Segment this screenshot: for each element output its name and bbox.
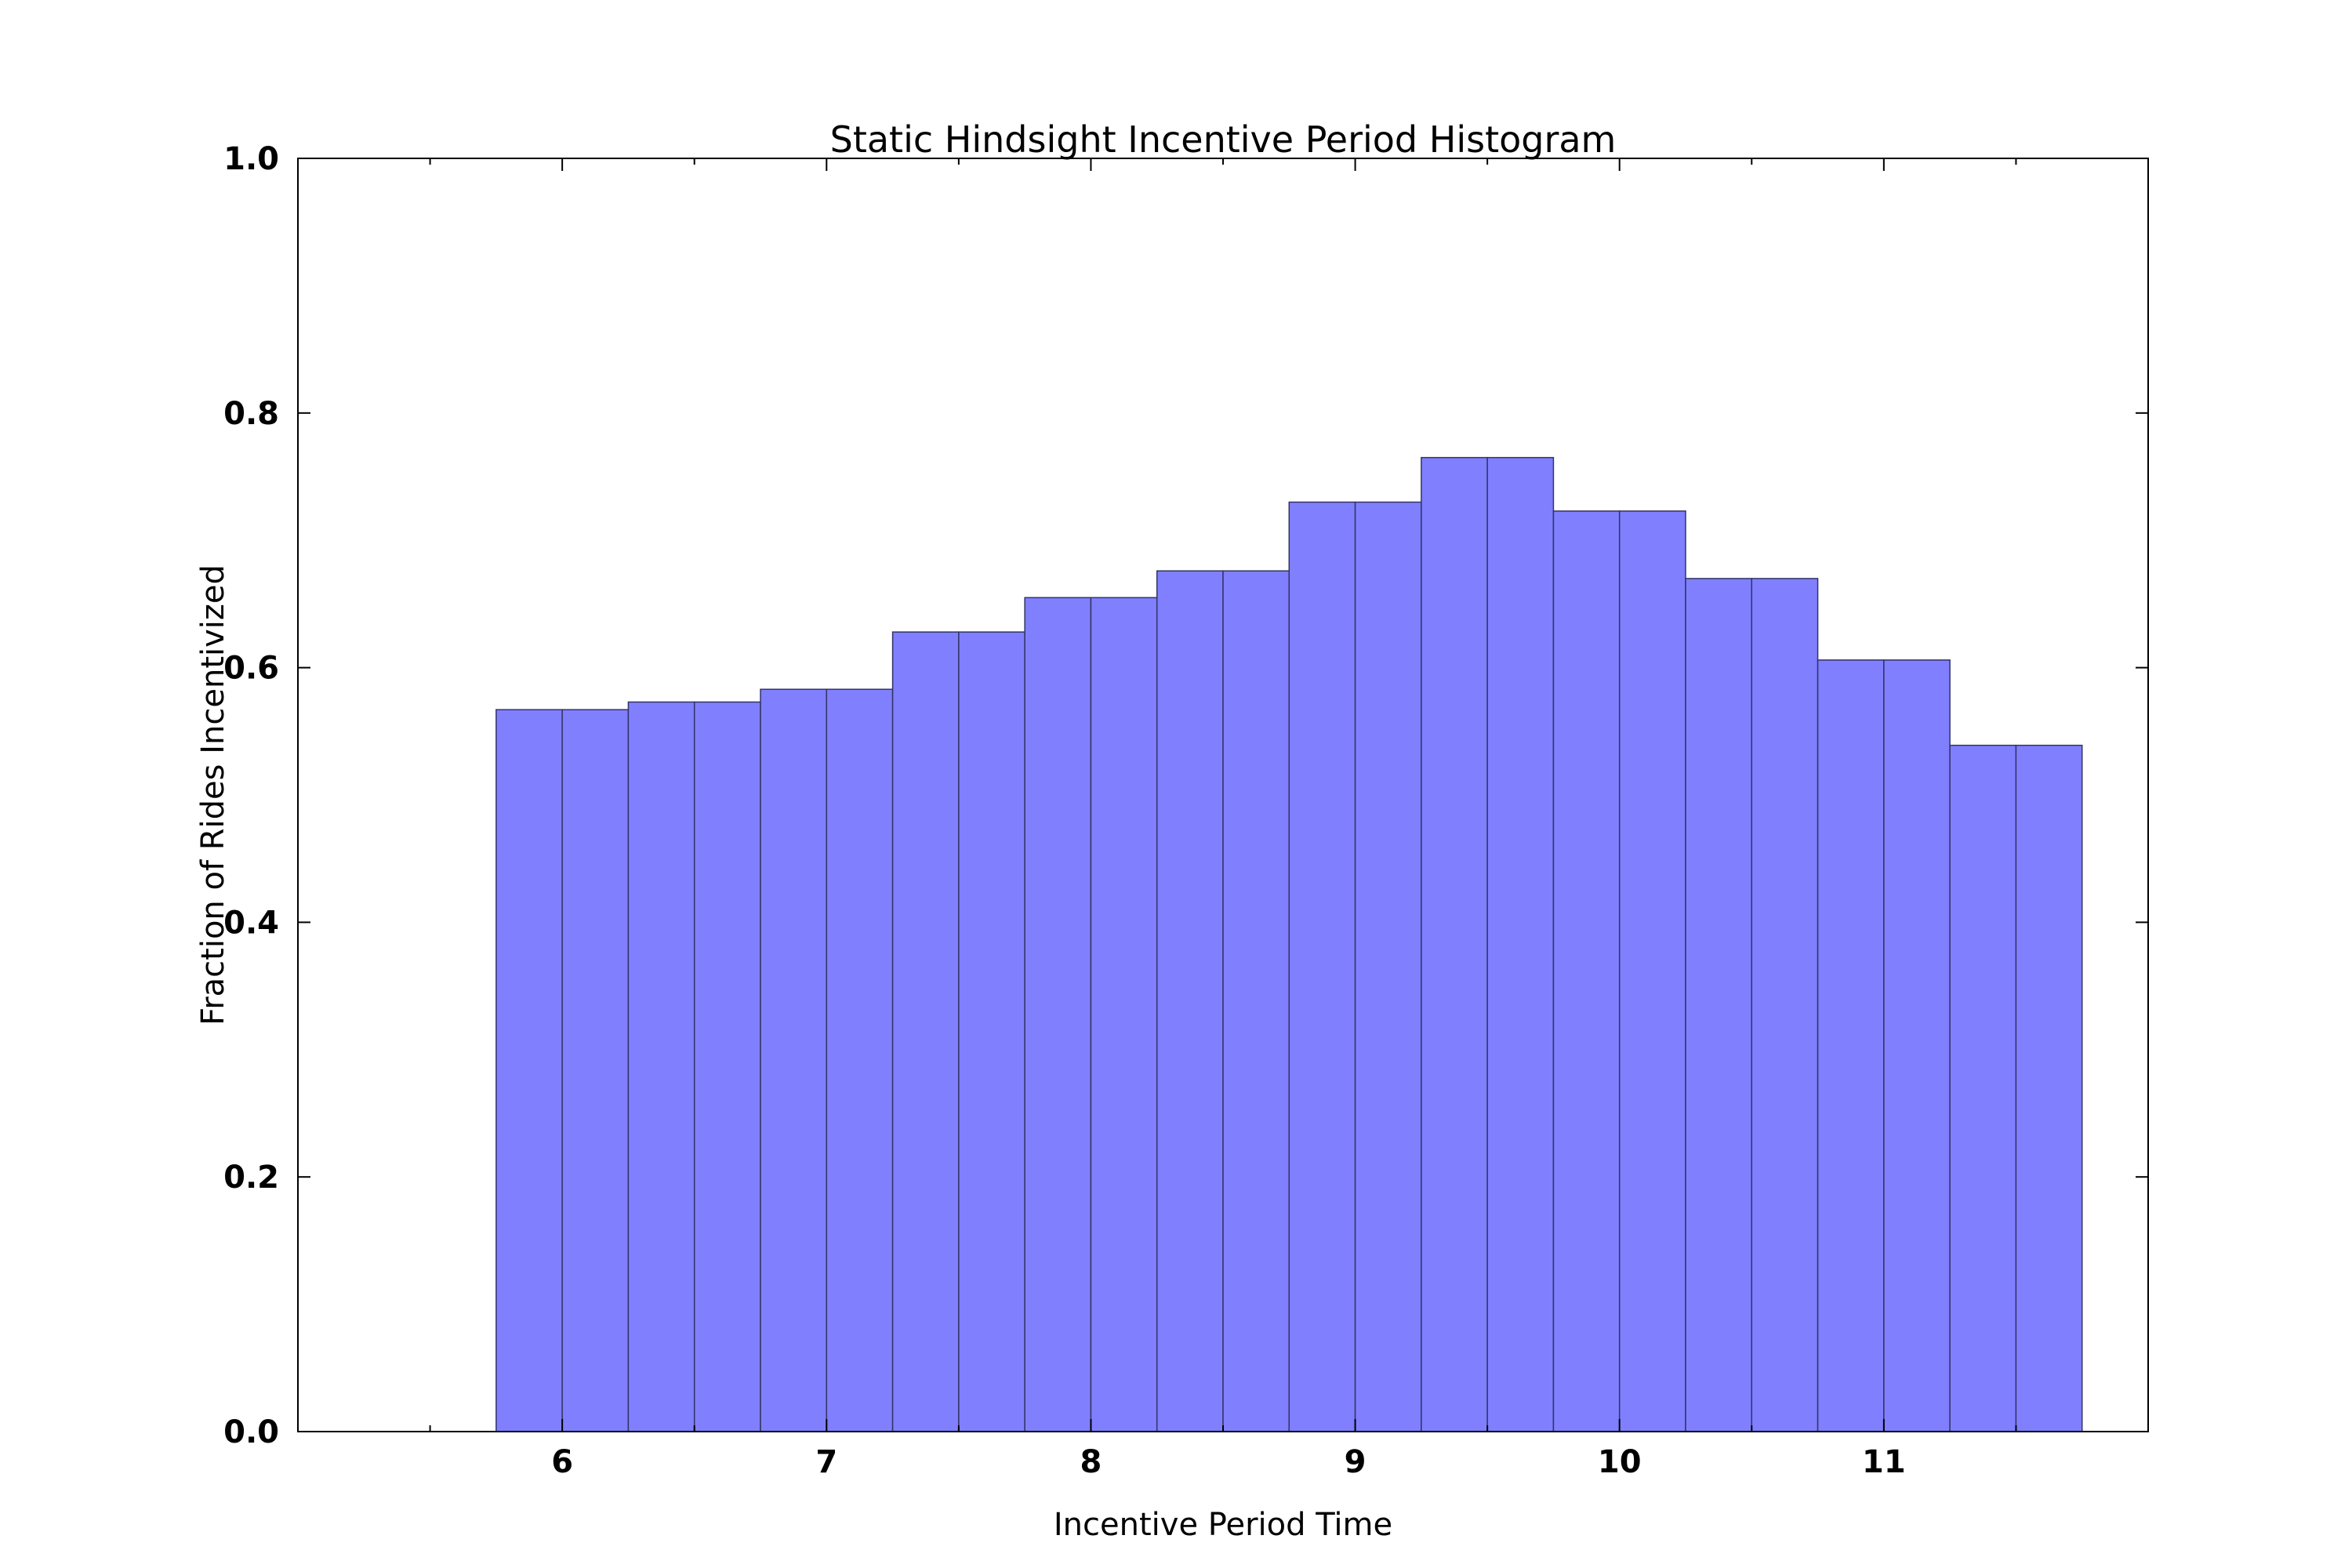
histogram-bar xyxy=(693,701,761,1432)
x-tick-label: 6 xyxy=(551,1444,573,1480)
y-tick-label: 0.6 xyxy=(223,651,279,687)
y-tick-label: 0.4 xyxy=(223,905,279,941)
histogram-bar xyxy=(1024,597,1092,1432)
histogram-bar xyxy=(760,688,828,1432)
histogram-bar xyxy=(1288,501,1356,1432)
x-tick-label: 10 xyxy=(1598,1444,1642,1480)
histogram-bar xyxy=(627,701,695,1432)
x-axis-label: Incentive Period Time xyxy=(1054,1507,1392,1543)
histogram-bar xyxy=(1685,578,1753,1432)
x-tick-label: 11 xyxy=(1862,1444,1906,1480)
histogram-bar xyxy=(1552,510,1621,1432)
ticks-layer: 6 7 8 9 10 11 0.0 0.2 0.4 0.6 0.8 1.0 xyxy=(223,141,2149,1480)
histogram-bar xyxy=(495,709,563,1432)
histogram-bar xyxy=(1618,510,1686,1432)
x-tick-label: 7 xyxy=(815,1444,837,1480)
histogram-bar xyxy=(1354,501,1422,1432)
y-tick-label: 0.0 xyxy=(223,1414,279,1450)
histogram-bar xyxy=(1222,570,1290,1432)
histogram-bar xyxy=(1883,659,1951,1432)
histogram-bar xyxy=(1090,597,1158,1432)
histogram-bar xyxy=(561,709,630,1432)
y-tick-label: 0.2 xyxy=(223,1160,279,1196)
histogram-bar xyxy=(826,688,894,1432)
histogram-bar xyxy=(2015,744,2083,1432)
histogram-bar xyxy=(1751,578,1819,1432)
y-tick-label: 0.8 xyxy=(223,396,279,432)
y-tick-label: 1.0 xyxy=(223,141,279,177)
histogram-bar xyxy=(1949,744,2017,1432)
bars-layer xyxy=(495,456,2083,1432)
histogram-bar xyxy=(891,631,960,1432)
x-tick-label: 8 xyxy=(1080,1444,1102,1480)
histogram-bar xyxy=(1817,659,1885,1432)
x-tick-label: 9 xyxy=(1345,1444,1367,1480)
chart-title: Static Hindsight Incentive Period Histog… xyxy=(830,118,1617,161)
histogram-bar xyxy=(1421,456,1488,1432)
y-axis-label: Fraction of Rides Incentivized xyxy=(195,564,231,1025)
histogram-bar xyxy=(1156,570,1224,1432)
histogram-bar xyxy=(1486,456,1555,1432)
histogram-bar xyxy=(958,631,1025,1432)
